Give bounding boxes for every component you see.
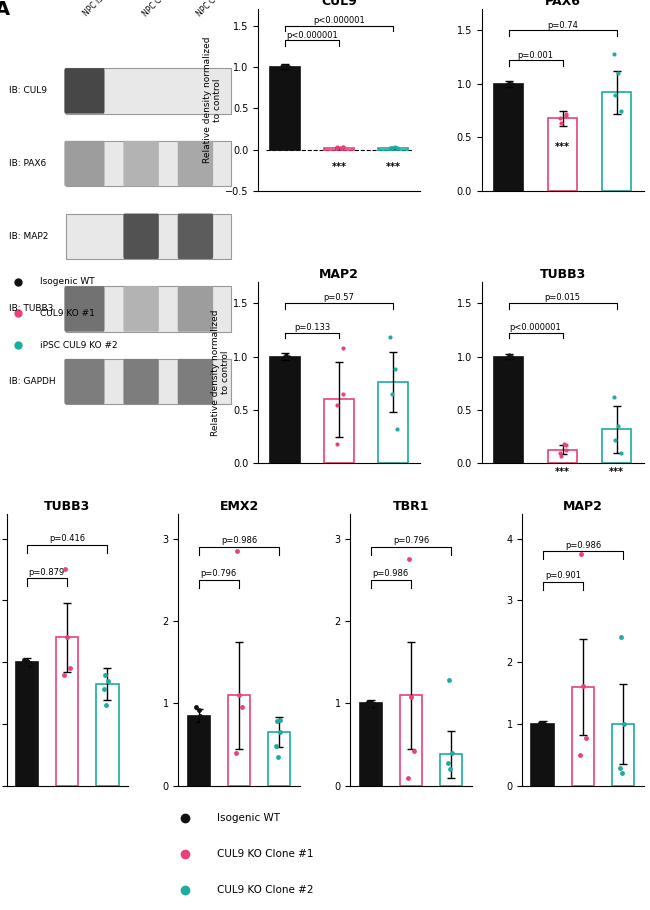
Text: p<0.000001: p<0.000001 <box>286 31 338 39</box>
FancyBboxPatch shape <box>177 214 213 259</box>
Bar <box>16 662 38 785</box>
Title: PAX6: PAX6 <box>545 0 580 8</box>
Text: p<0.000001: p<0.000001 <box>510 323 562 332</box>
Title: EMX2: EMX2 <box>220 500 259 512</box>
Title: TUBB3: TUBB3 <box>44 500 90 512</box>
Text: p=0.986: p=0.986 <box>372 570 409 579</box>
Title: CUL9: CUL9 <box>321 0 357 8</box>
FancyBboxPatch shape <box>66 214 231 259</box>
FancyBboxPatch shape <box>66 68 231 114</box>
Bar <box>572 687 594 785</box>
Title: TBR1: TBR1 <box>393 500 429 512</box>
Bar <box>270 357 300 463</box>
Bar <box>494 84 523 191</box>
Bar <box>270 67 300 149</box>
Text: p=0.133: p=0.133 <box>294 323 330 332</box>
FancyBboxPatch shape <box>124 141 159 187</box>
Title: MAP2: MAP2 <box>563 500 603 512</box>
Text: CUL9 KO Clone #2: CUL9 KO Clone #2 <box>216 885 313 895</box>
Bar <box>602 93 631 191</box>
FancyBboxPatch shape <box>64 141 105 187</box>
Text: ***: *** <box>555 142 570 152</box>
Text: iPSC CUL9 KO #2: iPSC CUL9 KO #2 <box>40 340 117 349</box>
Bar <box>494 357 523 463</box>
Text: NPC CUL9 KO #1: NPC CUL9 KO #1 <box>141 0 193 18</box>
Bar <box>378 382 408 463</box>
Text: p=0.986: p=0.986 <box>221 537 257 545</box>
Text: p=0.74: p=0.74 <box>547 21 578 29</box>
FancyBboxPatch shape <box>66 359 231 404</box>
FancyBboxPatch shape <box>64 359 105 404</box>
Text: IB: MAP2: IB: MAP2 <box>9 232 48 241</box>
Text: p=0.015: p=0.015 <box>545 293 580 302</box>
Bar <box>378 147 408 149</box>
Text: ***: *** <box>609 467 624 477</box>
Bar <box>602 430 631 463</box>
FancyBboxPatch shape <box>124 359 159 404</box>
FancyBboxPatch shape <box>177 287 213 331</box>
Bar <box>324 399 354 463</box>
Text: Isogenic WT: Isogenic WT <box>40 278 94 286</box>
FancyBboxPatch shape <box>64 287 105 331</box>
Title: TUBB3: TUBB3 <box>540 268 586 280</box>
Text: p=0.901: p=0.901 <box>545 571 580 581</box>
Y-axis label: Relative density normalized
to control: Relative density normalized to control <box>203 36 222 163</box>
Bar <box>228 695 250 785</box>
Text: NPC CUL9 KO #2: NPC CUL9 KO #2 <box>196 0 247 18</box>
Bar <box>548 118 577 191</box>
Text: ***: *** <box>555 467 570 477</box>
FancyBboxPatch shape <box>66 141 231 187</box>
Bar <box>268 733 291 785</box>
FancyBboxPatch shape <box>177 141 213 187</box>
Text: IB: TUBB3: IB: TUBB3 <box>9 305 53 313</box>
Bar <box>440 754 462 785</box>
FancyBboxPatch shape <box>124 214 159 259</box>
Text: ***: *** <box>385 162 400 172</box>
Bar <box>56 638 78 785</box>
Bar <box>548 450 577 463</box>
Text: p=0.986: p=0.986 <box>565 541 601 550</box>
Text: p=0.416: p=0.416 <box>49 534 85 543</box>
Bar <box>532 724 554 785</box>
Text: p=0.57: p=0.57 <box>324 293 355 302</box>
Bar <box>612 724 634 785</box>
Text: p=0.796: p=0.796 <box>201 570 237 579</box>
Text: A: A <box>0 0 10 19</box>
Text: p<0.000001: p<0.000001 <box>313 15 365 25</box>
FancyBboxPatch shape <box>64 68 105 114</box>
Text: p=0.796: p=0.796 <box>393 537 429 545</box>
FancyBboxPatch shape <box>124 287 159 331</box>
Bar <box>324 147 354 149</box>
Text: p=0.879: p=0.879 <box>29 568 65 577</box>
FancyBboxPatch shape <box>177 359 213 404</box>
Text: NPC Isogenic WT: NPC Isogenic WT <box>82 0 134 18</box>
Text: p=0.001: p=0.001 <box>517 50 554 59</box>
Text: ***: *** <box>332 162 346 172</box>
Text: IB: CUL9: IB: CUL9 <box>9 86 47 96</box>
Text: CUL9 KO #1: CUL9 KO #1 <box>40 309 94 318</box>
Bar <box>359 703 382 785</box>
Text: IB: GAPDH: IB: GAPDH <box>9 377 55 386</box>
Title: MAP2: MAP2 <box>319 268 359 280</box>
Text: CUL9 KO Clone #1: CUL9 KO Clone #1 <box>216 849 313 859</box>
Bar <box>96 684 118 785</box>
Text: IB: PAX6: IB: PAX6 <box>9 159 46 168</box>
Y-axis label: Relative density normalized
to control: Relative density normalized to control <box>211 309 230 436</box>
Bar <box>400 695 422 785</box>
Bar <box>188 716 210 785</box>
Text: Isogenic WT: Isogenic WT <box>216 814 280 824</box>
FancyBboxPatch shape <box>66 287 231 331</box>
